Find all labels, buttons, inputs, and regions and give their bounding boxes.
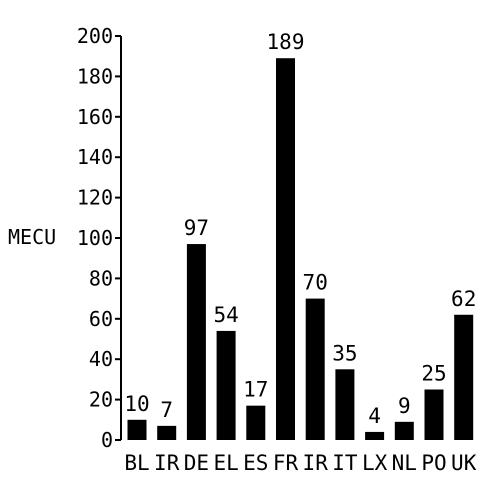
x-category-label: NL [392, 451, 417, 475]
bar-de-2 [186, 244, 206, 440]
y-axis-label: MECU [8, 225, 56, 249]
bar-uk-11 [454, 314, 474, 440]
y-tick-label: 140 [77, 145, 113, 169]
bar-ir-6 [305, 298, 325, 440]
y-tick-label: 160 [77, 105, 113, 129]
bar-po-10 [424, 389, 444, 440]
data-label: 35 [332, 341, 357, 365]
y-tick-label: 100 [77, 226, 113, 250]
bar-it-7 [335, 369, 355, 440]
x-category-label: IR [303, 451, 329, 475]
data-label: 25 [421, 362, 446, 386]
bar-lx-8 [365, 431, 385, 440]
y-tick-label: 60 [89, 307, 113, 331]
data-label: 189 [267, 30, 305, 54]
data-label: 54 [213, 303, 238, 327]
data-label: 4 [368, 404, 381, 428]
data-label: 62 [451, 287, 476, 311]
y-tick-label: 0 [101, 428, 113, 452]
y-tick-label: 20 [89, 388, 113, 412]
x-category-label: IR [154, 451, 180, 475]
data-label: 17 [243, 378, 268, 402]
bar-es-4 [246, 405, 266, 440]
bar-ir-1 [157, 425, 177, 440]
x-category-label: UK [451, 451, 477, 475]
y-tick-label: 120 [77, 186, 113, 210]
x-category-label: DE [184, 451, 209, 475]
x-category-label: FR [273, 451, 299, 475]
x-category-label: BL [124, 451, 149, 475]
data-label: 9 [398, 394, 411, 418]
bars: 10 BL 7 IR 97 DE 54 EL 17 ES 189 FR 70 IR 35 IT 4 LX 9 NL 25… [124, 30, 476, 475]
x-category-label: IT [332, 451, 358, 475]
data-label: 7 [160, 398, 173, 422]
y-tick-label: 40 [89, 347, 113, 371]
data-label: 10 [124, 392, 149, 416]
x-category-label: PO [421, 451, 446, 475]
y-tick-label: 180 [77, 64, 113, 88]
y-tick-label: 80 [89, 266, 113, 290]
y-tick-label: 200 [77, 24, 113, 48]
data-label: 97 [184, 216, 209, 240]
y-axis-ticks: 0 20 40 60 80 100 120 140 160 180 200 [77, 24, 121, 452]
x-category-label: LX [362, 451, 388, 475]
bar-bl-0 [127, 419, 147, 440]
bar-el-3 [216, 330, 236, 440]
data-label: 70 [303, 271, 328, 295]
bar-nl-9 [394, 421, 414, 440]
x-category-label: EL [213, 451, 238, 475]
x-category-label: ES [243, 451, 268, 475]
bar-fr-5 [276, 58, 295, 440]
